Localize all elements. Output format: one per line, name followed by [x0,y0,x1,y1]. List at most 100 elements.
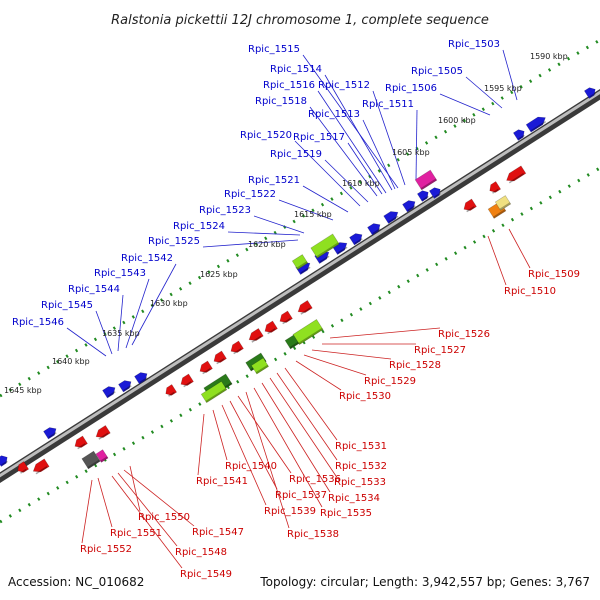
reverse-cds-arrow[interactable] [31,458,50,475]
kbp-label: 1635 kbp [102,329,140,338]
gene-label-forward[interactable]: Rpic_1546 [12,317,64,328]
gene-label-forward[interactable]: Rpic_1512 [318,80,370,91]
gene-box-grey[interactable] [81,450,101,470]
reverse-cds-arrow[interactable] [94,425,111,440]
gene-features [0,86,597,475]
gene-label-reverse[interactable]: Rpic_1534 [328,493,380,504]
reverse-cds-arrow[interactable] [263,320,278,335]
gene-box-yellow[interactable] [494,195,512,211]
forward-cds-arrow[interactable] [583,86,597,99]
gene-box-green[interactable] [200,380,228,404]
gene-label-reverse[interactable]: Rpic_1548 [175,547,227,558]
gene-label-forward[interactable]: Rpic_1523 [199,205,251,216]
kbp-label: 1630 kbp [150,299,188,308]
gene-box-dark[interactable] [284,334,300,350]
forward-cds-arrow[interactable] [428,186,442,199]
reverse-cds-arrow[interactable] [179,373,194,388]
gene-label-reverse[interactable]: Rpic_1541 [196,476,248,487]
reverse-cds-arrow[interactable] [487,181,502,195]
topology-text: Topology: circular; Length: 3,942,557 bp… [259,575,590,589]
gene-label-reverse[interactable]: Rpic_1552 [80,544,132,555]
reverse-cds-arrow[interactable] [229,340,244,355]
gene-label-forward[interactable]: Rpic_1511 [362,99,414,110]
gene-label-forward[interactable]: Rpic_1503 [448,39,500,50]
gene-box-pink[interactable] [95,449,109,463]
gene-label-reverse[interactable]: Rpic_1527 [414,345,466,356]
forward-cds-arrow[interactable] [118,378,134,393]
gene-label-forward[interactable]: Rpic_1524 [173,221,225,232]
gene-box-green[interactable] [291,254,309,270]
reverse-cds-arrow[interactable] [504,165,527,184]
gene-box-green[interactable] [310,233,340,259]
gene-label-reverse[interactable]: Rpic_1537 [275,490,327,501]
accession-text: Accession: NC_010682 [8,575,144,589]
gene-label-reverse[interactable]: Rpic_1535 [320,508,372,519]
label-connectors [66,49,531,569]
map-title: Ralstonia pickettii 12J chromosome 1, co… [111,13,489,28]
forward-cds-arrow[interactable] [43,425,59,440]
gene-label-reverse[interactable]: Rpic_1549 [180,569,232,580]
reverse-cds-arrow[interactable] [462,198,477,213]
gene-label-forward[interactable]: Rpic_1505 [411,66,463,77]
forward-cds-arrow[interactable] [367,221,383,236]
kbp-label: 1590 kbp [530,52,568,61]
kbp-label: 1600 kbp [438,116,476,125]
gene-label-reverse[interactable]: Rpic_1526 [438,329,490,340]
reverse-cds-arrow[interactable] [247,328,264,343]
reverse-cds-arrow[interactable] [15,461,30,475]
gene-label-reverse[interactable]: Rpic_1550 [138,512,190,523]
gene-label-forward[interactable]: Rpic_1544 [68,284,120,295]
gene-label-reverse[interactable]: Rpic_1536 [289,474,341,485]
gene-label-reverse[interactable]: Rpic_1538 [287,529,339,540]
gene-label-forward[interactable]: Rpic_1542 [121,253,173,264]
kbp-label: 1620 kbp [248,240,286,249]
reverse-cds-arrow[interactable] [73,435,88,450]
gene-label-forward[interactable]: Rpic_1515 [248,44,300,55]
gene-label-forward[interactable]: Rpic_1506 [385,83,437,94]
gene-label-reverse[interactable]: Rpic_1533 [334,477,386,488]
gene-label-reverse[interactable]: Rpic_1528 [389,360,441,371]
gene-label-forward[interactable]: Rpic_1521 [248,175,300,186]
forward-cds-arrow[interactable] [349,231,365,246]
gene-label-reverse[interactable]: Rpic_1540 [225,461,277,472]
gene-box-green[interactable] [250,357,270,375]
gene-label-reverse[interactable]: Rpic_1509 [528,269,580,280]
gene-label-forward[interactable]: Rpic_1545 [41,300,93,311]
kbp-label: 1645 kbp [4,386,42,395]
reverse-cds-arrow[interactable] [212,350,227,365]
gene-label-reverse[interactable]: Rpic_1531 [335,441,387,452]
gene-label-reverse[interactable]: Rpic_1551 [110,528,162,539]
forward-cds-arrow[interactable] [102,384,118,399]
gene-label-forward[interactable]: Rpic_1519 [270,149,322,160]
forward-cds-arrow[interactable] [134,370,150,385]
gene-label-forward[interactable]: Rpic_1514 [270,64,322,75]
gene-label-forward[interactable]: Rpic_1517 [293,132,345,143]
gene-label-reverse[interactable]: Rpic_1510 [504,286,556,297]
gene-label-forward[interactable]: Rpic_1522 [224,189,276,200]
gene-label-forward[interactable]: Rpic_1525 [148,236,200,247]
kbp-label: 1640 kbp [52,357,90,366]
forward-cds-arrow[interactable] [525,114,548,133]
gene-label-reverse[interactable]: Rpic_1530 [339,391,391,402]
reverse-cds-arrow[interactable] [198,360,213,375]
gene-label-forward[interactable]: Rpic_1516 [263,80,315,91]
gene-label-forward[interactable]: Rpic_1518 [255,96,307,107]
gene-label-reverse[interactable]: Rpic_1532 [335,461,387,472]
reverse-cds-arrow[interactable] [278,310,293,325]
forward-cds-arrow[interactable] [512,128,526,141]
gene-box-pink[interactable] [414,169,438,191]
gene-label-forward[interactable]: Rpic_1520 [240,130,292,141]
gene-label-reverse[interactable]: Rpic_1529 [364,376,416,387]
gene-label-reverse[interactable]: Rpic_1547 [192,527,244,538]
gene-label-forward[interactable]: Rpic_1543 [94,268,146,279]
forward-cds-arrow[interactable] [402,198,418,213]
reverse-cds-arrow[interactable] [163,384,178,398]
gene-label-reverse[interactable]: Rpic_1539 [264,506,316,517]
forward-cds-arrow[interactable] [0,454,10,467]
forward-cds-arrow[interactable] [383,208,401,224]
gene-label-forward[interactable]: Rpic_1513 [308,109,360,120]
forward-cds-arrow[interactable] [416,189,430,202]
reverse-cds-arrow[interactable] [296,300,313,315]
